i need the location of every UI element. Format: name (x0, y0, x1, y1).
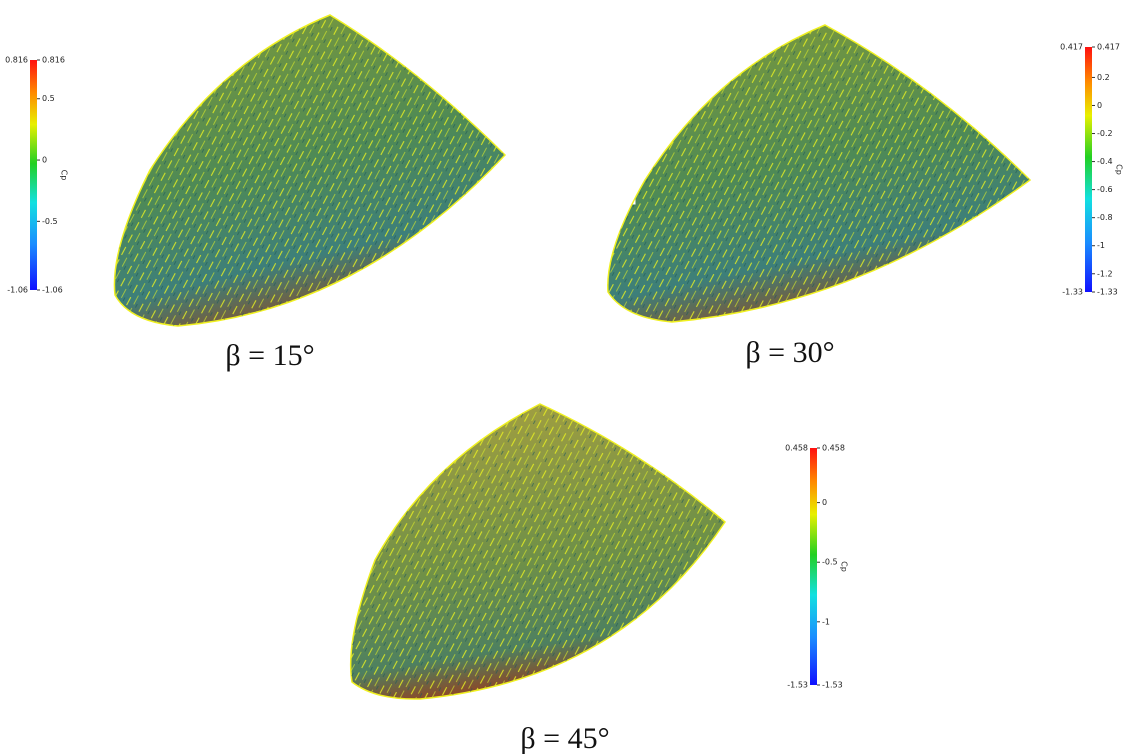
colorbar-bar (810, 448, 817, 685)
surface-1 (113, 14, 507, 327)
colorbar-tick-label: -1.53 (822, 681, 843, 690)
colorbar-tick-label: 0 (42, 156, 47, 165)
colorbar-tick-label: 0.816 (42, 56, 65, 65)
colorbar-tick-label: 0.2 (1097, 73, 1110, 82)
surface-2 (607, 24, 1032, 323)
colorbar-tick-label: -1.06 (42, 286, 63, 295)
panel-label: β = 15° (225, 339, 314, 372)
surface-3 (349, 403, 726, 700)
colorbar-tick-label: -1.33 (1097, 288, 1118, 297)
colorbar-tick-label: -0.5 (42, 217, 58, 226)
colorbar-tick-label: -0.6 (1097, 185, 1113, 194)
colorbar-min: -1.53 (787, 681, 808, 690)
colorbar-max: 0.417 (1060, 43, 1083, 52)
colorbar-max: 0.816 (5, 56, 28, 65)
panel-label: β = 45° (520, 722, 609, 754)
colorbar-title: Cp (840, 561, 849, 572)
colorbar-min: -1.33 (1062, 288, 1083, 297)
colorbar-title: Cp (60, 170, 69, 181)
colorbar: -1.53 0.458 0.458 0 -0.5 -1 -1.53 Cp (785, 444, 848, 690)
colorbar-title: Cp (1115, 164, 1124, 175)
colorbar-tick-label: -1 (822, 617, 830, 626)
colorbar-tick-label: -0.8 (1097, 213, 1113, 222)
colorbar-tick-label: -1.2 (1097, 269, 1113, 278)
colorbar: -1.33 0.417 0.417 0.2 0 -0.2 -0.4 -0.6 -0.8 -1 -1.… (1060, 43, 1123, 297)
colorbar-max: 0.458 (785, 444, 808, 453)
colorbar-tick-label: 0.5 (42, 94, 55, 103)
panel-label: β = 30° (745, 336, 834, 369)
colorbar-bar (30, 60, 37, 290)
colorbar: -1.06 0.816 0.816 0.5 0 -0.5 -1.06 Cp (5, 56, 68, 295)
colorbar-tick-label: 0 (1097, 101, 1102, 110)
colorbar-tick-label: 0 (822, 498, 827, 507)
colorbar-tick-label: -0.2 (1097, 129, 1113, 138)
colorbar-bar (1085, 47, 1092, 292)
colorbar-min: -1.06 (7, 286, 28, 295)
colorbar-tick-label: 0.417 (1097, 43, 1120, 52)
colorbar-tick-label: -1 (1097, 241, 1105, 250)
colorbar-tick-label: 0.458 (822, 444, 845, 453)
colorbar-tick-label: -0.5 (822, 558, 838, 567)
colorbar-tick-label: -0.4 (1097, 157, 1113, 166)
